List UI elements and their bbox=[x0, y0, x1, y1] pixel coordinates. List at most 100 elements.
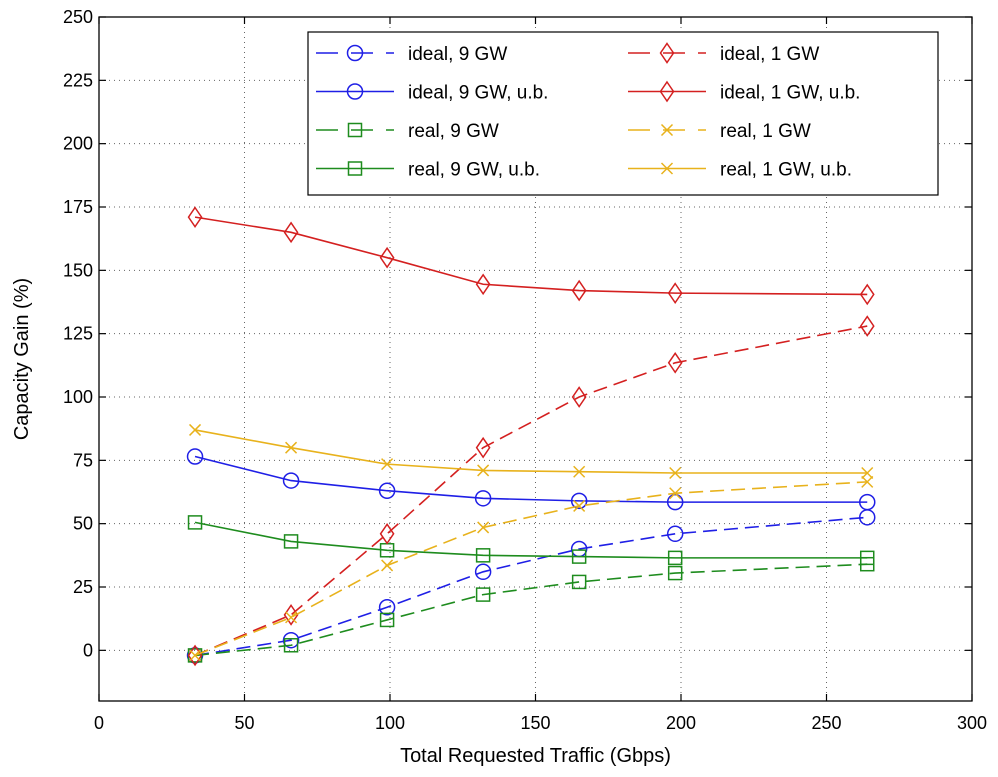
data-point-ideal-9-gw bbox=[378, 599, 396, 616]
series-ideal-1-gw bbox=[187, 315, 875, 667]
series-real-9-gw-u-b bbox=[187, 515, 875, 566]
x-tick-label: 300 bbox=[957, 713, 987, 733]
data-point-ideal-1-gw bbox=[283, 604, 299, 626]
legend-label: real, 1 GW, u.b. bbox=[720, 160, 852, 181]
data-point-real-9-gw bbox=[475, 587, 491, 602]
data-point-real-1-gw bbox=[285, 611, 298, 624]
data-point-real-1-gw-u-b bbox=[188, 423, 202, 436]
y-tick-label: 200 bbox=[63, 134, 93, 154]
data-point-real-9-gw-u-b bbox=[571, 549, 587, 564]
x-tick-label: 50 bbox=[234, 713, 254, 733]
legend-box bbox=[307, 31, 939, 196]
data-point-real-1-gw-u-b bbox=[477, 464, 490, 477]
data-point-ideal-9-gw-u-b bbox=[282, 472, 300, 489]
data-point-ideal-1-gw-u-b bbox=[571, 279, 587, 302]
legend-label: ideal, 9 GW, u.b. bbox=[408, 83, 548, 104]
data-point-ideal-9-gw-u-b bbox=[378, 482, 396, 499]
data-point-real-9-gw-u-b bbox=[475, 548, 491, 563]
data-point-ideal-1-gw-u-b bbox=[859, 283, 875, 306]
y-tick-label: 250 bbox=[63, 7, 93, 27]
data-point-real-9-gw bbox=[379, 612, 395, 628]
data-point-ideal-9-gw-u-b bbox=[474, 490, 492, 507]
data-point-ideal-1-gw-u-b bbox=[475, 273, 491, 296]
legend-swatch-marker bbox=[660, 123, 674, 137]
data-point-ideal-9-gw-u-b bbox=[666, 493, 684, 511]
legend-item-real-9-gw: real, 9 GW bbox=[316, 121, 499, 142]
series-line-ideal-1-gw bbox=[194, 325, 868, 657]
legend-swatch-marker bbox=[347, 122, 363, 138]
legend-swatch-marker bbox=[347, 161, 363, 176]
data-point-real-9-gw bbox=[667, 565, 683, 581]
series-real-1-gw bbox=[188, 475, 874, 662]
legend-item-real-1-gw-u-b: real, 1 GW, u.b. bbox=[628, 160, 852, 181]
legend-item-ideal-1-gw: ideal, 1 GW bbox=[628, 42, 819, 65]
series-line-real-9-gw bbox=[194, 563, 868, 657]
legend-swatch-marker bbox=[659, 42, 675, 64]
x-tick-label: 250 bbox=[811, 713, 841, 733]
data-point-real-1-gw-u-b bbox=[573, 465, 586, 478]
series-ideal-1-gw-u-b bbox=[187, 206, 875, 306]
legend-label: ideal, 1 GW, u.b. bbox=[720, 83, 860, 104]
legend-item-real-9-gw-u-b: real, 9 GW, u.b. bbox=[316, 160, 540, 181]
series-line-real-9-gw-u-b bbox=[194, 521, 868, 559]
x-tick-label: 100 bbox=[375, 713, 405, 733]
legend-swatch-marker bbox=[660, 162, 674, 175]
data-point-real-1-gw-u-b bbox=[669, 466, 682, 480]
data-point-real-9-gw bbox=[283, 638, 299, 653]
y-tick-label: 50 bbox=[73, 514, 93, 534]
y-tick-label: 125 bbox=[63, 324, 93, 344]
legend-label: ideal, 1 GW bbox=[720, 44, 819, 65]
data-point-real-1-gw-u-b bbox=[285, 441, 298, 454]
data-point-real-9-gw-u-b bbox=[667, 550, 683, 566]
data-point-ideal-9-gw-u-b bbox=[858, 493, 876, 511]
data-point-real-9-gw-u-b bbox=[859, 550, 875, 566]
legend-item-ideal-9-gw: ideal, 9 GW bbox=[316, 44, 507, 65]
data-point-ideal-9-gw bbox=[666, 525, 684, 543]
x-tick-label: 0 bbox=[94, 713, 104, 733]
data-point-ideal-9-gw bbox=[282, 631, 300, 649]
y-tick-label: 225 bbox=[63, 70, 93, 90]
series-real-1-gw-u-b bbox=[188, 423, 874, 480]
x-tick-label: 200 bbox=[666, 713, 696, 733]
data-point-real-1-gw bbox=[861, 475, 874, 488]
y-axis-label: Capacity Gain (%) bbox=[11, 278, 33, 440]
data-point-real-1-gw bbox=[573, 499, 586, 512]
legend-label: real, 9 GW, u.b. bbox=[408, 160, 540, 181]
data-point-ideal-1-gw bbox=[571, 386, 587, 408]
legend: ideal, 9 GW ideal, 9 GW, u.b. real, 9 GW re… bbox=[307, 31, 939, 196]
data-point-real-1-gw bbox=[188, 649, 202, 662]
legend-swatch-marker bbox=[659, 80, 675, 103]
y-tick-label: 150 bbox=[63, 260, 93, 280]
legend-item-real-1-gw: real, 1 GW bbox=[628, 121, 811, 142]
data-point-ideal-1-gw-u-b bbox=[667, 282, 683, 304]
legend-swatch-marker bbox=[346, 44, 364, 62]
series-line-ideal-1-gw-u-b bbox=[194, 216, 868, 296]
x-tick-label: 150 bbox=[520, 713, 550, 733]
legend-item-ideal-9-gw-u-b: ideal, 9 GW, u.b. bbox=[316, 83, 548, 104]
x-axis-label: Total Requested Traffic (Gbps) bbox=[400, 745, 671, 767]
y-tick-label: 100 bbox=[63, 387, 93, 407]
y-tick-label: 25 bbox=[73, 577, 93, 597]
axis-ticks: 0 50 100 150 200 250 300 0 25 50 75 100 125 150 175 200… bbox=[63, 7, 987, 733]
legend-swatch-marker bbox=[346, 83, 364, 100]
y-tick-label: 175 bbox=[63, 197, 93, 217]
y-tick-label: 0 bbox=[83, 640, 93, 660]
data-point-ideal-1-gw-u-b bbox=[379, 246, 395, 269]
data-point-real-1-gw bbox=[381, 559, 394, 572]
data-point-ideal-1-gw bbox=[475, 436, 491, 459]
series-line-ideal-9-gw-u-b bbox=[194, 455, 868, 503]
data-point-ideal-9-gw bbox=[474, 563, 492, 581]
data-point-ideal-1-gw-u-b bbox=[187, 206, 203, 228]
data-point-real-1-gw-u-b bbox=[861, 466, 874, 480]
data-point-ideal-9-gw-u-b bbox=[570, 492, 588, 510]
data-point-real-9-gw-u-b bbox=[187, 515, 203, 530]
legend-label: real, 9 GW bbox=[408, 121, 499, 142]
legend-label: real, 1 GW bbox=[720, 121, 811, 142]
data-point-real-1-gw-u-b bbox=[381, 458, 394, 471]
data-point-real-1-gw bbox=[669, 487, 682, 500]
series-line-ideal-9-gw bbox=[194, 516, 868, 657]
legend-item-ideal-1-gw-u-b: ideal, 1 GW, u.b. bbox=[628, 80, 860, 104]
data-point-ideal-1-gw bbox=[667, 351, 683, 374]
data-point-ideal-1-gw bbox=[859, 315, 875, 337]
